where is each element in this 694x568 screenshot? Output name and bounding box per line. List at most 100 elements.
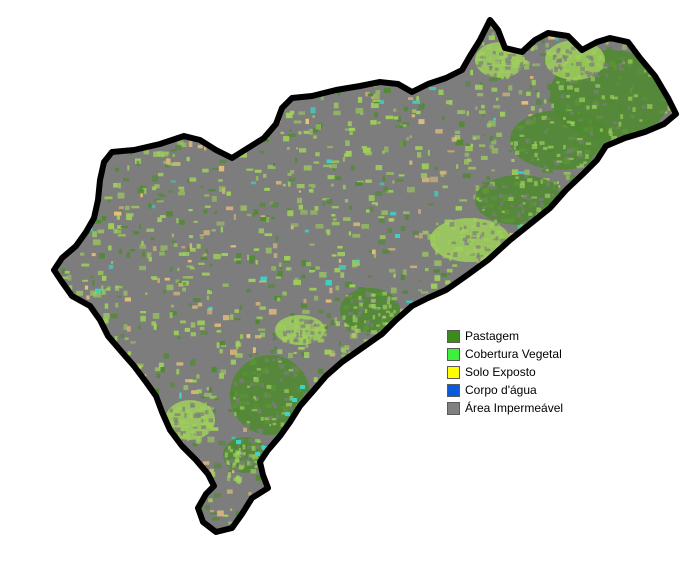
- land-cover-pixel: [609, 383, 614, 389]
- land-cover-pixel: [94, 138, 98, 142]
- land-cover-pixel: [412, 109, 417, 113]
- land-cover-pixel: [462, 49, 469, 53]
- land-cover-pixel: [174, 58, 179, 64]
- land-cover-pixel: [246, 213, 252, 217]
- land-cover-pixel: [234, 258, 241, 262]
- land-cover-pixel: [625, 454, 629, 458]
- land-cover-pixel: [148, 205, 156, 209]
- land-cover-pixel: [136, 31, 145, 36]
- land-cover-pixel: [465, 146, 473, 152]
- land-cover-pixel: [158, 472, 167, 475]
- patch-speckle: [385, 310, 390, 313]
- land-cover-pixel: [190, 332, 196, 337]
- land-cover-pixel: [354, 472, 363, 476]
- land-cover-pixel: [113, 183, 119, 188]
- land-cover-pixel: [268, 284, 275, 289]
- land-cover-pixel: [372, 99, 381, 102]
- patch-speckle: [357, 312, 361, 316]
- legend-label-pastagem: Pastagem: [465, 328, 520, 343]
- land-cover-pixel: [182, 276, 186, 279]
- patch-speckle: [308, 404, 311, 410]
- patch-speckle: [566, 120, 571, 124]
- land-cover-pixel: [141, 240, 144, 246]
- land-cover-pixel: [571, 486, 578, 491]
- land-cover-pixel: [640, 266, 647, 271]
- land-cover-pixel: [642, 328, 649, 332]
- patch-speckle: [598, 55, 603, 60]
- land-cover-pixel: [418, 209, 421, 214]
- land-cover-pixel: [629, 200, 636, 205]
- patch-speckle: [253, 377, 259, 383]
- land-cover-pixel: [342, 156, 346, 162]
- land-cover-pixel: [647, 369, 652, 374]
- land-cover-pixel: [590, 504, 595, 510]
- land-cover-pixel: [133, 419, 139, 425]
- land-cover-pixel: [335, 321, 340, 327]
- land-cover-pixel: [179, 478, 184, 482]
- land-cover-pixel: [641, 295, 650, 299]
- land-cover-pixel: [613, 353, 622, 360]
- patch-speckle: [563, 68, 569, 72]
- land-cover-pixel: [419, 232, 423, 239]
- land-cover-pixel: [327, 145, 333, 149]
- land-cover-pixel: [451, 137, 457, 142]
- land-cover-pixel: [597, 432, 605, 436]
- land-cover-pixel: [382, 396, 387, 401]
- land-cover-pixel: [80, 92, 84, 98]
- land-cover-pixel: [76, 44, 82, 49]
- land-cover-pixel: [139, 421, 144, 424]
- land-cover-pixel: [545, 43, 549, 48]
- land-cover-pixel: [619, 172, 625, 175]
- land-cover-pixel: [578, 434, 582, 439]
- land-cover-pixel: [379, 182, 385, 186]
- land-cover-pixel: [675, 296, 676, 301]
- land-cover-pixel: [548, 34, 556, 40]
- land-cover-pixel: [219, 373, 224, 379]
- land-cover-pixel: [89, 67, 93, 71]
- land-cover-pixel: [452, 523, 461, 529]
- land-cover-pixel: [68, 165, 72, 169]
- patch-speckle: [358, 299, 362, 304]
- land-cover-pixel: [305, 29, 309, 36]
- land-cover-pixel: [119, 429, 124, 433]
- land-cover-pixel: [582, 17, 584, 19]
- land-cover-pixel: [560, 270, 563, 275]
- land-cover-pixel: [361, 77, 368, 82]
- land-cover-pixel: [493, 105, 501, 109]
- patch-speckle: [492, 51, 496, 55]
- land-cover-pixel: [333, 110, 341, 116]
- land-cover-pixel: [434, 260, 442, 266]
- patch-speckle: [459, 235, 465, 238]
- land-cover-pixel: [666, 428, 671, 434]
- patch-speckle: [197, 408, 203, 411]
- land-cover-pixel: [69, 325, 72, 331]
- land-cover-pixel: [494, 447, 499, 451]
- land-cover-pixel: [139, 265, 146, 271]
- land-cover-pixel: [578, 509, 582, 513]
- land-cover-pixel: [144, 466, 150, 470]
- patch-speckle: [513, 145, 516, 150]
- land-cover-pixel: [249, 255, 256, 261]
- land-cover-pixel: [415, 40, 424, 45]
- patch-speckle: [372, 315, 376, 320]
- land-cover-pixel: [560, 313, 565, 319]
- land-cover-pixel: [54, 227, 57, 231]
- land-cover-pixel: [80, 527, 83, 532]
- land-cover-pixel: [230, 508, 233, 511]
- land-cover-pixel: [342, 496, 348, 503]
- land-cover-pixel: [185, 379, 193, 383]
- land-cover-pixel: [79, 396, 86, 400]
- land-cover-pixel: [629, 336, 634, 340]
- land-cover-pixel: [418, 104, 424, 111]
- land-cover-pixel: [566, 265, 571, 268]
- land-cover-pixel: [230, 314, 234, 320]
- land-cover-pixel: [97, 121, 105, 128]
- land-cover-pixel: [626, 487, 632, 490]
- land-cover-pixel: [424, 482, 428, 486]
- land-cover-pixel: [427, 471, 434, 477]
- land-cover-pixel: [276, 39, 284, 45]
- land-cover-pixel: [593, 309, 598, 316]
- land-cover-pixel: [134, 82, 143, 86]
- land-cover-pixel: [653, 209, 661, 214]
- land-cover-pixel: [475, 425, 479, 428]
